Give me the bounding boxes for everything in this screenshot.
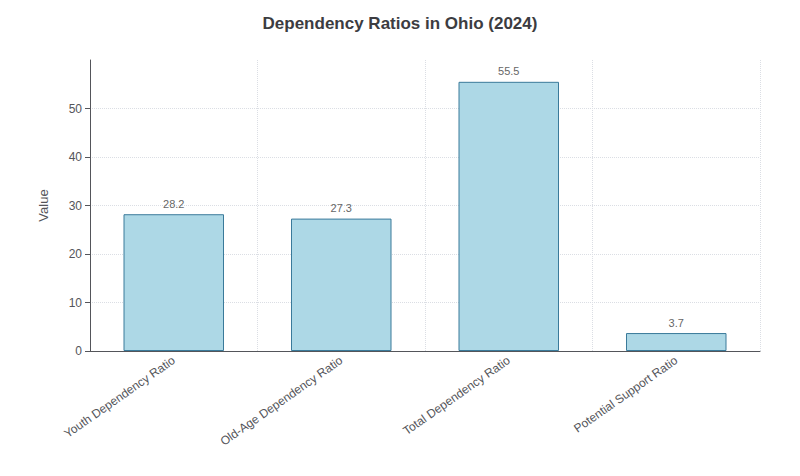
svg-text:28.2: 28.2 [163,198,184,210]
svg-text:Value: Value [36,189,51,221]
svg-text:Dependency Ratios in Ohio (202: Dependency Ratios in Ohio (2024) [263,14,538,33]
svg-text:27.3: 27.3 [331,202,352,214]
svg-text:Potential Support Ratio: Potential Support Ratio [571,353,680,435]
svg-text:10: 10 [69,296,83,310]
svg-text:50: 50 [69,102,83,116]
svg-text:Old-Age Dependency Ratio: Old-Age Dependency Ratio [218,353,346,448]
svg-text:20: 20 [69,247,83,261]
svg-text:0: 0 [75,344,82,358]
svg-text:40: 40 [69,150,83,164]
svg-text:3.7: 3.7 [669,317,684,329]
svg-text:55.5: 55.5 [498,65,519,77]
svg-text:Total Dependency Ratio: Total Dependency Ratio [400,353,513,438]
svg-text:30: 30 [69,199,83,213]
svg-text:Youth Dependency Ratio: Youth Dependency Ratio [61,353,178,441]
